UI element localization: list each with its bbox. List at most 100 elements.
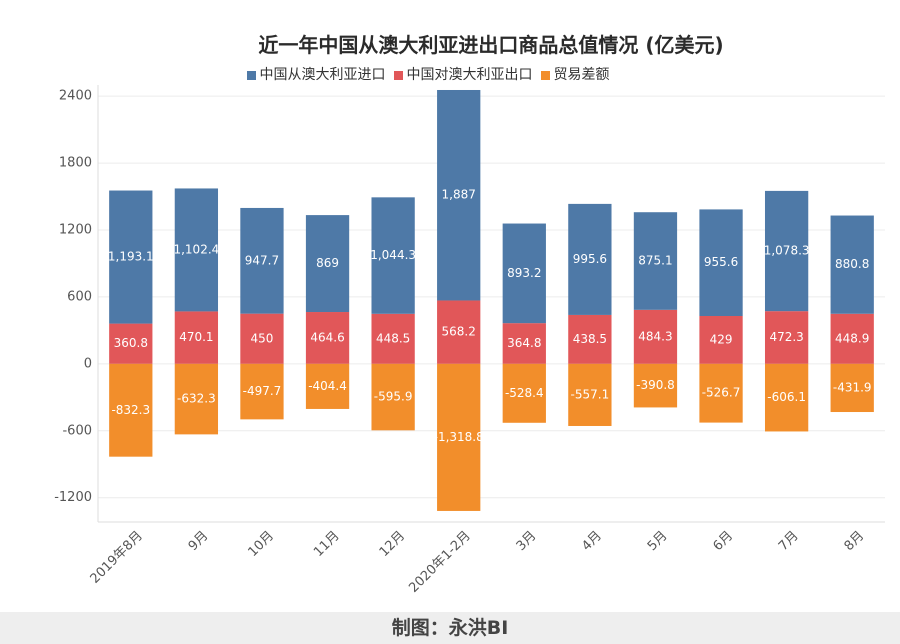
- bar-import: [568, 203, 612, 315]
- data-label-trade-balance: -557.1: [571, 387, 610, 401]
- y-tick-label: 0: [84, 356, 92, 371]
- legend-label-trade-balance: 贸易差额: [553, 67, 610, 83]
- bar-trade-balance: [109, 363, 153, 457]
- legend-swatch-trade-balance: [540, 70, 550, 80]
- data-label-trade-balance: -606.1: [767, 390, 806, 404]
- footer-credit: 制图：永洪BI: [0, 612, 900, 644]
- bar-trade-balance: [633, 363, 678, 408]
- legend-swatch-import: [246, 70, 256, 80]
- legend-item-export: 中国对澳大利亚出口: [393, 66, 533, 84]
- bar-export: [109, 323, 153, 364]
- data-label-import: 875.1: [638, 254, 672, 268]
- data-label-trade-balance: -528.4: [505, 386, 544, 400]
- legend-item-trade-balance: 贸易差额: [540, 66, 610, 84]
- y-tick-label: -1200: [54, 490, 92, 505]
- data-label-trade-balance: -1,318.8: [434, 430, 484, 444]
- x-tick-label: 6月: [710, 528, 736, 554]
- bar-export: [633, 309, 678, 364]
- legend-item-import: 中国从澳大利亚进口: [246, 66, 386, 84]
- x-tick-label: 8月: [842, 528, 868, 554]
- bar-trade-balance: [240, 363, 284, 420]
- data-label-import: 880.8: [835, 257, 869, 271]
- bar-import: [174, 188, 219, 312]
- bar-export: [240, 313, 284, 364]
- bar-trade-balance: [699, 363, 743, 423]
- legend-label-import: 中国从澳大利亚进口: [259, 67, 386, 83]
- bar-import: [830, 215, 874, 314]
- y-tick-label: -600: [62, 423, 92, 438]
- y-tick-label: 1800: [59, 156, 92, 171]
- bar-export: [830, 313, 874, 364]
- data-label-import: 1,102.4: [173, 242, 219, 256]
- bar-import: [240, 207, 284, 314]
- data-label-export: 568.2: [442, 325, 476, 339]
- x-tick-label: 11月: [311, 528, 342, 559]
- x-tick-label: 7月: [776, 528, 802, 554]
- bar-import: [305, 215, 350, 313]
- bar-import: [109, 190, 153, 324]
- bar-trade-balance: [764, 363, 809, 432]
- bar-import: [764, 190, 809, 312]
- data-label-export: 464.6: [310, 330, 344, 344]
- data-label-import: 995.6: [573, 252, 607, 266]
- bar-trade-balance: [568, 363, 612, 426]
- data-label-export: 450: [251, 331, 274, 345]
- data-label-export: 429: [710, 332, 733, 346]
- x-tick-label: 4月: [579, 528, 605, 554]
- bar-trade-balance: [437, 363, 481, 511]
- data-label-import: 893.2: [507, 266, 541, 280]
- bar-export: [371, 313, 415, 364]
- data-label-export: 484.3: [638, 329, 672, 343]
- data-label-trade-balance: -497.7: [243, 384, 282, 398]
- bar-import: [699, 209, 743, 316]
- bar-export: [305, 312, 350, 364]
- legend-label-export: 中国对澳大利亚出口: [406, 67, 533, 83]
- x-tick-label: 2020年1-2月: [406, 528, 473, 595]
- data-label-trade-balance: -632.3: [177, 392, 216, 406]
- data-label-export: 360.8: [114, 336, 148, 350]
- bar-export: [699, 315, 743, 364]
- x-tick-label: 12月: [377, 528, 408, 559]
- legend-swatch-export: [393, 70, 403, 80]
- data-label-import: 955.6: [704, 255, 738, 269]
- x-tick-label: 3月: [514, 528, 540, 554]
- data-label-trade-balance: -832.3: [111, 403, 150, 417]
- chart-title: 近一年中国从澳大利亚进出口商品总值情况 (亿美元): [258, 33, 724, 57]
- x-tick-label: 10月: [246, 528, 277, 559]
- bar-export: [437, 300, 481, 364]
- bar-trade-balance: [305, 363, 350, 409]
- y-tick-label: 2400: [59, 89, 92, 104]
- x-tick-label: 5月: [645, 528, 671, 554]
- bar-export: [502, 323, 546, 364]
- data-label-trade-balance: -390.8: [636, 378, 675, 392]
- bar-trade-balance: [174, 363, 219, 435]
- bar-import: [502, 223, 546, 324]
- bar-import: [371, 197, 415, 314]
- y-tick-label: 1200: [59, 223, 92, 238]
- data-label-export: 438.5: [573, 332, 607, 346]
- x-tick-label: 2019年8月: [88, 528, 146, 586]
- data-label-export: 472.3: [769, 330, 803, 344]
- y-tick-label: 600: [67, 289, 92, 304]
- x-tick-label: 9月: [186, 528, 212, 554]
- data-label-import: 1,078.3: [764, 244, 810, 258]
- bar-export: [764, 311, 809, 364]
- bar-import: [633, 212, 678, 310]
- bar-trade-balance: [502, 363, 546, 423]
- data-label-import: 1,044.3: [370, 248, 416, 262]
- data-label-trade-balance: -404.4: [308, 379, 347, 393]
- data-label-export: 448.9: [835, 331, 869, 345]
- data-label-import: 869: [316, 256, 339, 270]
- bar-trade-balance: [830, 363, 874, 413]
- bar-export: [174, 311, 219, 364]
- bar-trade-balance: [371, 363, 415, 431]
- data-label-trade-balance: -431.9: [833, 380, 872, 394]
- data-label-import: 1,887: [442, 188, 476, 202]
- bar-export: [568, 314, 612, 364]
- stacked-bar-chart: 2400 1800 1200 600 0 -600 -1200 360.8 1,193.1 -83…: [54, 85, 885, 596]
- data-label-trade-balance: -595.9: [374, 390, 413, 404]
- bar-import: [437, 89, 481, 301]
- data-label-trade-balance: -526.7: [702, 386, 741, 400]
- data-label-import: 947.7: [245, 253, 279, 267]
- data-label-export: 448.5: [376, 331, 410, 345]
